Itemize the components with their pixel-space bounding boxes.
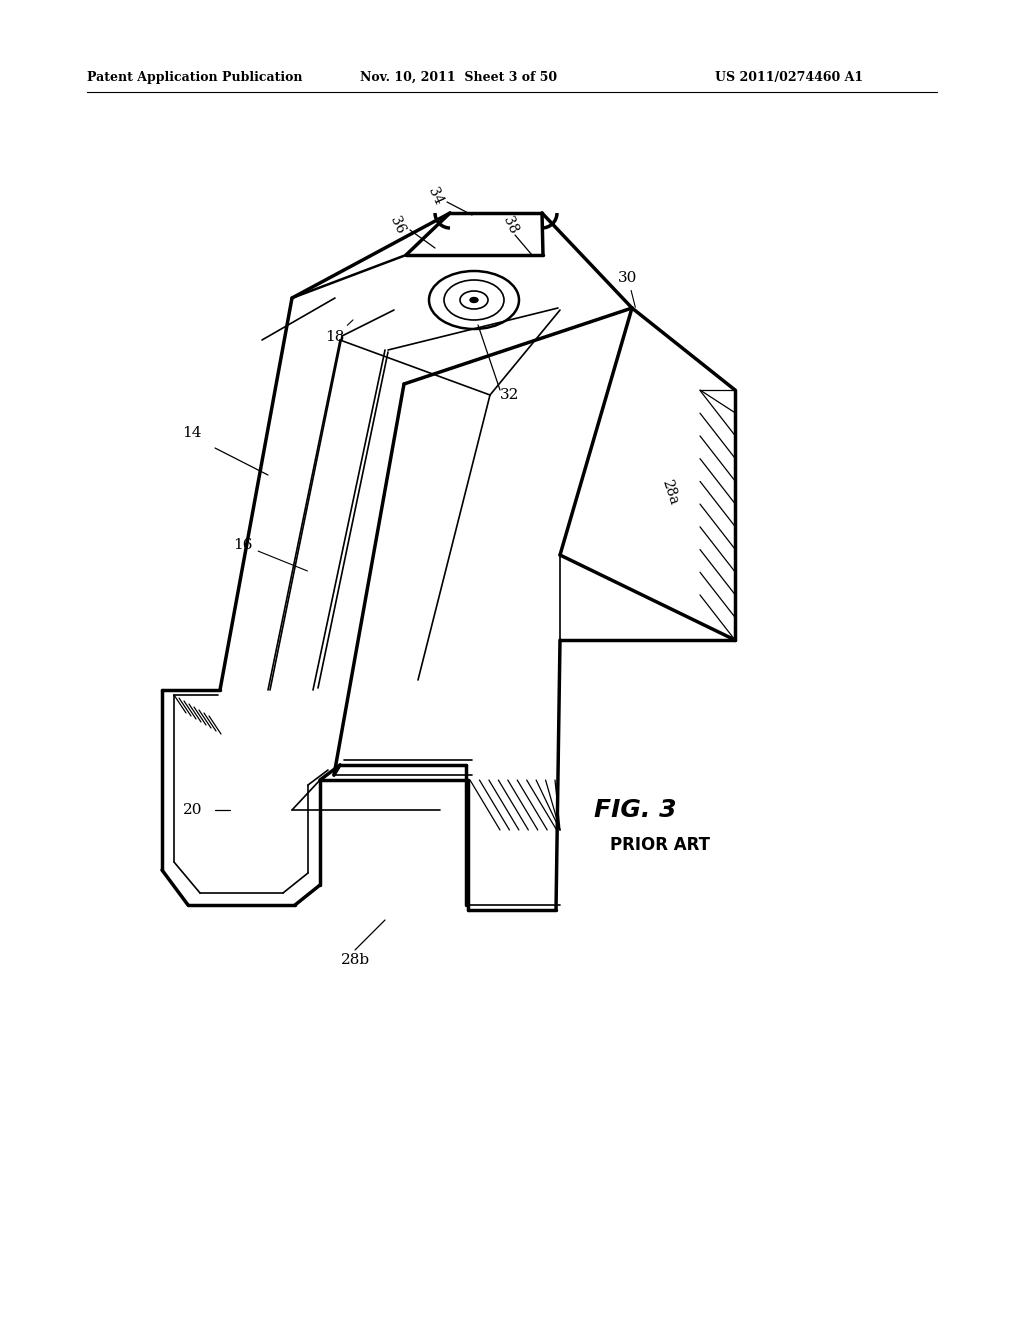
Text: 28b: 28b [340, 953, 370, 968]
Text: Patent Application Publication: Patent Application Publication [87, 70, 302, 83]
Ellipse shape [470, 297, 478, 302]
Text: 18: 18 [326, 319, 353, 345]
Text: 32: 32 [501, 388, 520, 403]
Text: FIG. 3: FIG. 3 [594, 799, 676, 822]
Text: PRIOR ART: PRIOR ART [610, 836, 710, 854]
Text: 28a: 28a [659, 478, 681, 507]
Text: 20: 20 [183, 803, 203, 817]
Text: 16: 16 [233, 539, 307, 572]
Text: Nov. 10, 2011  Sheet 3 of 50: Nov. 10, 2011 Sheet 3 of 50 [360, 70, 557, 83]
Text: 14: 14 [182, 426, 202, 440]
Text: 36: 36 [387, 214, 408, 236]
Text: US 2011/0274460 A1: US 2011/0274460 A1 [715, 70, 863, 83]
Text: 30: 30 [618, 271, 638, 308]
Text: 34: 34 [425, 185, 445, 207]
Text: 38: 38 [500, 214, 520, 236]
